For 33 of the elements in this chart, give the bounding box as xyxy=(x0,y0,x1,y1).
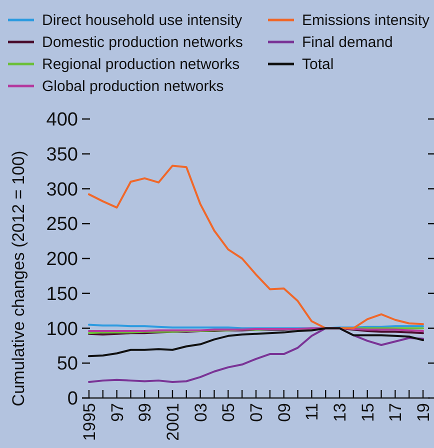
legend-label: Regional production networks xyxy=(42,56,240,73)
y-tick-label: 300 xyxy=(46,179,78,200)
x-tick-label: 11 xyxy=(302,403,322,421)
x-tick-label: 19 xyxy=(414,403,434,422)
x-tick-label: 1995 xyxy=(80,403,99,441)
legend-label: Emissions intensity xyxy=(302,12,430,29)
y-tick-label: 100 xyxy=(46,318,78,340)
legend-label: Total xyxy=(302,56,334,73)
legend-label: Final demand xyxy=(302,34,393,51)
y-tick-label: 150 xyxy=(46,284,78,305)
y-tick-label: 350 xyxy=(46,144,78,166)
x-tick-label: 05 xyxy=(219,403,238,422)
y-tick-label: 200 xyxy=(46,249,78,270)
x-tick-label: 07 xyxy=(247,403,266,422)
x-tick-label: 97 xyxy=(108,403,127,422)
legend-label: Direct household use intensity xyxy=(42,12,243,29)
y-tick-label: 0 xyxy=(67,388,78,410)
line-series xyxy=(88,164,424,330)
x-tick-label: 09 xyxy=(274,403,294,422)
x-tick-label: 17 xyxy=(386,403,406,422)
legend-label: Domestic production networks xyxy=(42,34,243,51)
y-tick-label: 50 xyxy=(56,354,78,375)
y-axis-title: Cumulative changes (2012 = 100) xyxy=(9,150,28,406)
line-series xyxy=(88,327,424,358)
x-tick-label: 13 xyxy=(330,403,350,422)
x-tick-label: 03 xyxy=(191,403,210,422)
x-tick-label: 2001 xyxy=(163,403,182,441)
y-tick-label: 250 xyxy=(46,214,78,236)
x-tick-label: 99 xyxy=(136,403,155,422)
y-tick-label: 400 xyxy=(46,110,78,130)
x-tick-label: 15 xyxy=(358,403,378,422)
legend-label: Global production networks xyxy=(42,78,224,95)
line-series xyxy=(88,327,424,383)
